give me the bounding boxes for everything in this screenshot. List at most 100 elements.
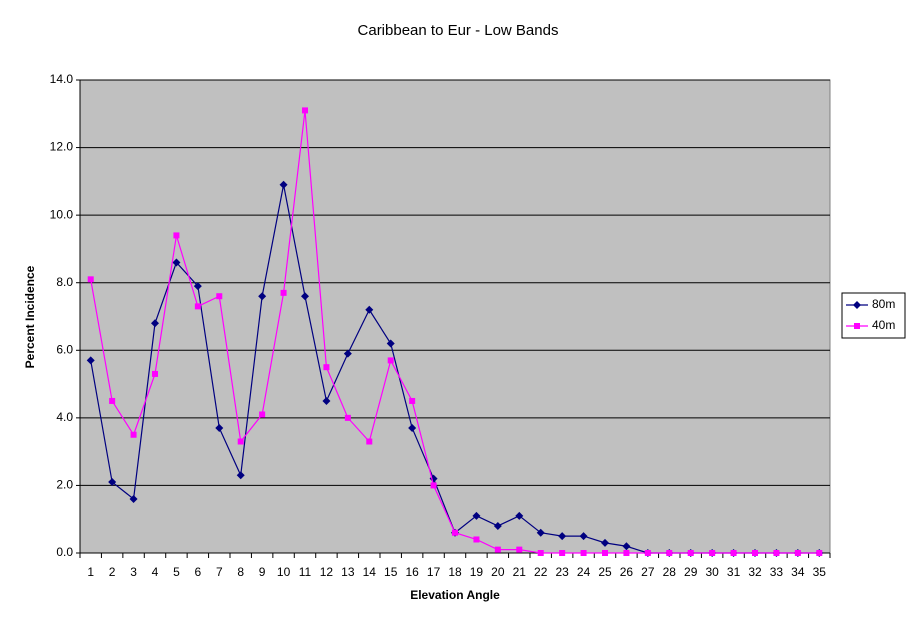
point: [86, 356, 95, 365]
x-tick-label: 7: [216, 565, 223, 579]
legend-marker: [853, 301, 861, 309]
point: [109, 397, 116, 404]
x-tick-label: 22: [534, 565, 548, 579]
point: [343, 349, 352, 358]
x-tick-label: 34: [791, 565, 805, 579]
point: [87, 276, 94, 283]
x-tick-label: 32: [748, 565, 762, 579]
x-tick-label: 8: [237, 565, 244, 579]
x-tick-label: 16: [405, 565, 419, 579]
point: [152, 370, 158, 377]
point: [794, 550, 801, 556]
x-tick-label: 35: [813, 565, 827, 579]
y-tick-label: 10.0: [50, 207, 74, 221]
point: [559, 550, 566, 556]
point: [258, 292, 267, 301]
point: [730, 550, 737, 556]
legend: [841, 292, 906, 339]
point: [493, 521, 502, 530]
x-tick-label: 3: [130, 565, 137, 579]
x-tick-label: 27: [641, 565, 655, 579]
x-tick-label: 25: [598, 565, 612, 579]
y-tick-label: 12.0: [50, 140, 74, 154]
point: [108, 478, 117, 487]
point: [172, 258, 181, 267]
x-tick-label: 33: [770, 565, 784, 579]
x-tick-label: 12: [320, 565, 334, 579]
point: [130, 431, 137, 438]
plot-area: [79, 79, 831, 554]
point: [365, 305, 374, 314]
x-tick-label: 1: [87, 565, 94, 579]
legend-marker: [854, 323, 860, 329]
x-tick-label: 19: [470, 565, 484, 579]
point: [129, 494, 138, 503]
point: [259, 411, 266, 418]
point: [366, 438, 373, 445]
point: [558, 532, 567, 541]
point: [472, 511, 481, 520]
x-tick-label: 31: [727, 565, 741, 579]
y-tick-label: 6.0: [56, 342, 73, 356]
point: [237, 438, 244, 445]
point: [215, 423, 224, 432]
x-tick-label: 29: [684, 565, 698, 579]
point: [194, 303, 201, 310]
point: [387, 357, 394, 364]
point: [236, 471, 245, 480]
x-tick-label: 23: [555, 565, 569, 579]
point: [408, 423, 417, 432]
x-tick-label: 21: [513, 565, 527, 579]
x-tick-label: 20: [491, 565, 505, 579]
x-tick-label: 15: [384, 565, 398, 579]
point: [409, 397, 416, 404]
point: [537, 550, 544, 556]
point: [302, 107, 308, 114]
point: [430, 482, 437, 489]
x-tick-label: 26: [620, 565, 634, 579]
point: [622, 542, 631, 551]
point: [280, 289, 287, 296]
y-tick-label: 4.0: [56, 410, 73, 424]
point: [494, 546, 501, 553]
point: [687, 550, 694, 556]
point: [216, 293, 223, 300]
x-tick-label: 5: [173, 565, 180, 579]
x-tick-label: 28: [663, 565, 677, 579]
x-tick-label: 9: [259, 565, 266, 579]
point: [301, 292, 309, 301]
x-tick-label: 11: [299, 565, 312, 579]
x-tick-label: 2: [109, 565, 116, 579]
point: [473, 536, 480, 543]
y-tick-label: 2.0: [56, 478, 73, 492]
point: [773, 550, 780, 556]
x-tick-label: 6: [195, 565, 202, 579]
y-axis-title: Percent Incidence: [23, 265, 37, 368]
point: [752, 550, 758, 556]
point: [279, 180, 288, 189]
y-tick-label: 0.0: [56, 545, 73, 559]
point: [515, 511, 524, 520]
x-tick-label: 24: [577, 565, 591, 579]
point: [323, 364, 330, 371]
x-tick-label: 14: [363, 565, 377, 579]
legend-label: 40m: [872, 318, 895, 332]
point: [816, 550, 823, 556]
point: [709, 550, 716, 556]
x-axis-title: Elevation Angle: [410, 588, 500, 602]
point: [516, 546, 523, 553]
point: [173, 232, 180, 239]
point: [536, 528, 545, 537]
y-tick-label: 8.0: [56, 275, 73, 289]
x-tick-label: 17: [427, 565, 441, 579]
point: [579, 532, 588, 541]
point: [580, 550, 587, 556]
point: [322, 396, 331, 405]
chart-title: Caribbean to Eur - Low Bands: [358, 22, 559, 39]
point: [452, 529, 458, 536]
x-tick-label: 4: [152, 565, 159, 579]
point: [644, 550, 651, 556]
point: [386, 339, 395, 348]
x-tick-label: 10: [277, 565, 291, 579]
y-tick-label: 14.0: [50, 72, 74, 86]
